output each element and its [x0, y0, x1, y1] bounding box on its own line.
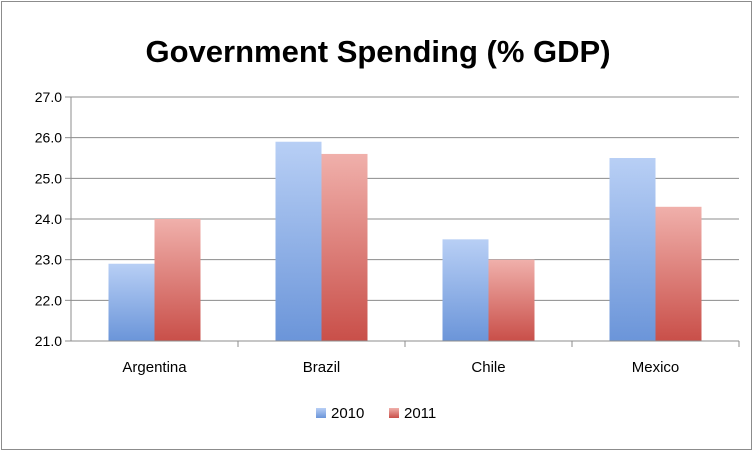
bar-2011-chile [488, 259, 535, 341]
legend-label-2011: 2011 [404, 405, 436, 422]
bar-2011-argentina [154, 219, 201, 341]
y-tick-label: 25.0 [35, 170, 62, 186]
bar-2010-chile [442, 239, 489, 341]
y-tick-label: 27.0 [35, 89, 62, 105]
bar-2010-brazil [275, 141, 322, 341]
bar-2011-brazil [321, 153, 368, 341]
x-category-label: Brazil [303, 359, 341, 376]
bar-2010-argentina [108, 263, 155, 341]
legend-label-2010: 2010 [331, 405, 364, 422]
x-category-label: Mexico [632, 359, 680, 376]
y-tick-label: 26.0 [35, 130, 62, 146]
x-category-label: Argentina [122, 359, 187, 376]
bar-2011-mexico [655, 206, 702, 341]
x-category-label: Chile [471, 359, 505, 376]
legend-swatch-2011 [389, 408, 399, 418]
y-tick-label: 23.0 [35, 252, 62, 268]
bar-2010-mexico [609, 158, 656, 341]
y-tick-label: 22.0 [35, 292, 62, 308]
y-tick-label: 24.0 [35, 211, 62, 227]
chart-title: Government Spending (% GDP) [145, 34, 610, 69]
y-tick-label: 21.0 [35, 333, 62, 349]
legend-swatch-2010 [316, 408, 326, 418]
